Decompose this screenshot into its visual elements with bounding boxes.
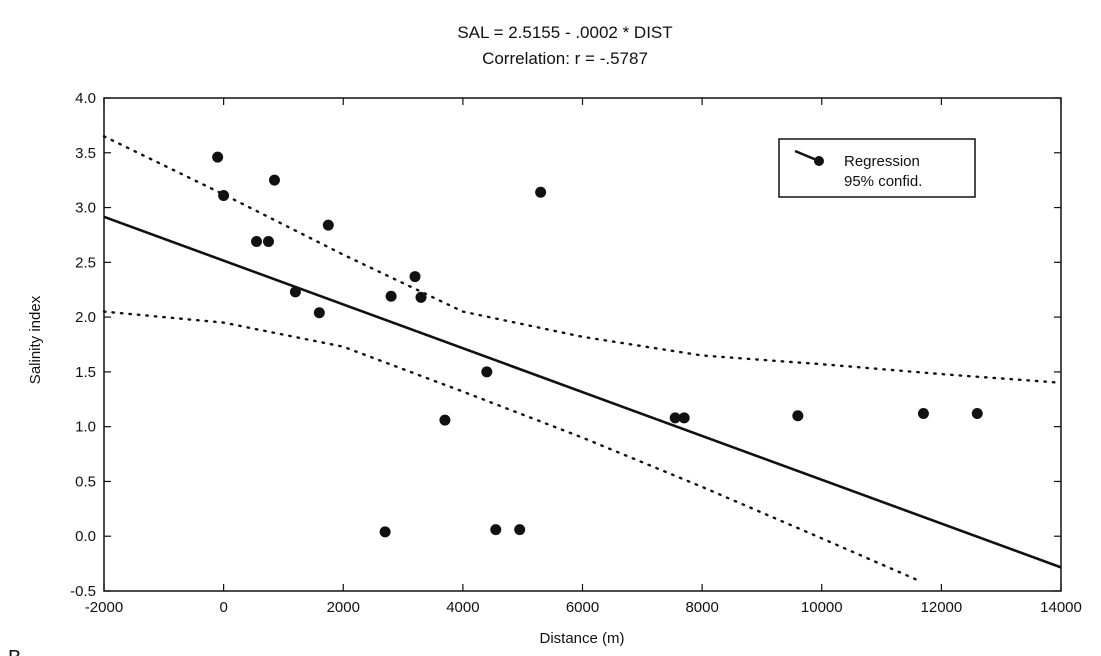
x-tick-label: -2000 xyxy=(85,599,123,616)
data-point xyxy=(514,524,526,536)
legend-label-confidence: 95% confid. xyxy=(844,173,922,190)
data-point xyxy=(481,366,493,378)
data-point xyxy=(289,286,301,298)
data-point xyxy=(212,151,224,163)
data-point xyxy=(792,410,804,422)
y-axis-label: Salinity index xyxy=(27,295,44,384)
data-point xyxy=(322,219,334,231)
data-points xyxy=(212,151,983,538)
x-tick-label: 10000 xyxy=(801,599,843,616)
x-tick-label: 2000 xyxy=(327,599,360,616)
x-tick-label: 4000 xyxy=(446,599,479,616)
legend: Regression 95% confid. xyxy=(778,138,976,198)
y-tick-label: 2.5 xyxy=(75,254,96,271)
confidence-lower-line xyxy=(102,310,919,582)
data-point xyxy=(385,290,397,302)
panel-letter: B xyxy=(8,647,21,656)
data-point xyxy=(439,414,451,426)
x-tick-label: 8000 xyxy=(685,599,718,616)
regression-line xyxy=(103,215,1062,569)
y-tick-label: 0.0 xyxy=(75,528,96,545)
chart-title: SAL = 2.5155 - .0002 * DIST xyxy=(457,23,672,42)
regression-layer xyxy=(103,215,1062,569)
data-point xyxy=(490,524,502,536)
data-point xyxy=(669,412,681,424)
data-point xyxy=(415,291,427,303)
y-tick-label: 4.0 xyxy=(75,90,96,107)
legend-box xyxy=(778,138,976,198)
data-point xyxy=(971,408,983,420)
data-point xyxy=(313,307,325,319)
data-point xyxy=(917,408,929,420)
x-tick-label: 6000 xyxy=(566,599,599,616)
y-tick-label: 3.5 xyxy=(75,145,96,162)
y-tick-label: 1.0 xyxy=(75,419,96,436)
confidence-bands xyxy=(102,135,1063,582)
data-point xyxy=(251,236,263,248)
y-tick-label: 0.5 xyxy=(75,473,96,490)
x-axis-ticks: -2000 0 2000 4000 6000 8000 10000 12000 14000 xyxy=(85,98,1082,616)
data-point xyxy=(218,190,230,202)
y-tick-label: 2.0 xyxy=(75,309,96,326)
data-point xyxy=(409,271,421,283)
chart-subtitle: Correlation: r = -.5787 xyxy=(482,49,648,68)
y-axis-ticks: -0.5 0.0 0.5 1.0 1.5 2.0 2.5 3.0 3.5 4.0 xyxy=(70,90,1061,600)
x-tick-label: 0 xyxy=(219,599,227,616)
data-point xyxy=(268,174,280,186)
y-tick-label: -0.5 xyxy=(70,583,96,600)
y-tick-label: 1.5 xyxy=(75,364,96,381)
x-tick-label: 12000 xyxy=(921,599,963,616)
legend-point-marker xyxy=(814,156,824,166)
legend-label-regression: Regression xyxy=(844,153,920,170)
data-point xyxy=(262,236,274,248)
x-axis-label: Distance (m) xyxy=(539,630,624,647)
y-tick-label: 3.0 xyxy=(75,200,96,217)
data-point xyxy=(678,412,690,424)
data-point xyxy=(535,186,547,198)
x-tick-label: 14000 xyxy=(1040,599,1082,616)
confidence-upper-line xyxy=(102,135,1063,384)
data-point xyxy=(379,526,391,538)
